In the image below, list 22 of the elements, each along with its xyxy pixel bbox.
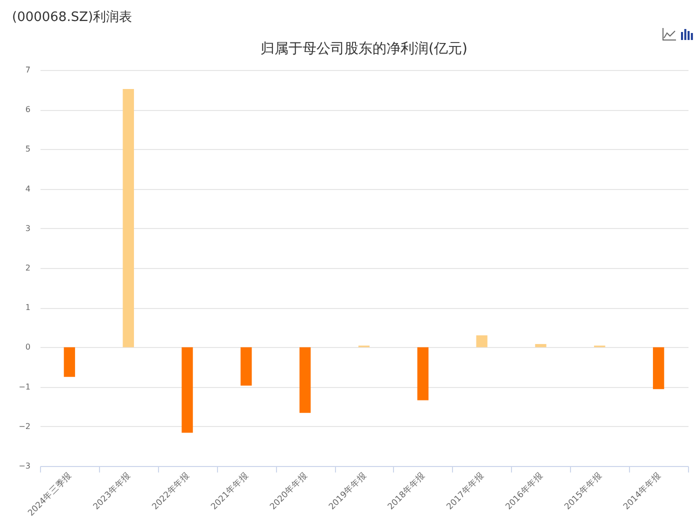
y-tick-label: −2: [18, 422, 30, 431]
y-tick-label: 0: [25, 342, 30, 352]
y-tick-label: 2: [25, 264, 30, 272]
y-tick-label: 4: [25, 184, 30, 194]
bar: [182, 347, 193, 433]
y-tick-label: 5: [25, 144, 30, 154]
bar: [299, 347, 311, 413]
bar: [122, 89, 134, 348]
y-tick-label: 7: [25, 66, 30, 74]
y-tick-label: −1: [18, 382, 30, 392]
y-tick-label: 6: [25, 105, 30, 114]
bar: [64, 347, 76, 377]
bar: [240, 347, 252, 386]
bar: [476, 335, 488, 348]
bar: [652, 347, 664, 390]
y-tick-label: 1: [25, 303, 30, 312]
chart-subtitle: 归属于母公司股东的净利润(亿元): [260, 41, 468, 57]
bar: [417, 347, 429, 400]
y-tick-label: 3: [25, 224, 30, 233]
y-tick-label: −3: [18, 462, 30, 470]
chart-title: (000068.SZ)利润表: [12, 9, 132, 26]
bar: [535, 344, 546, 348]
